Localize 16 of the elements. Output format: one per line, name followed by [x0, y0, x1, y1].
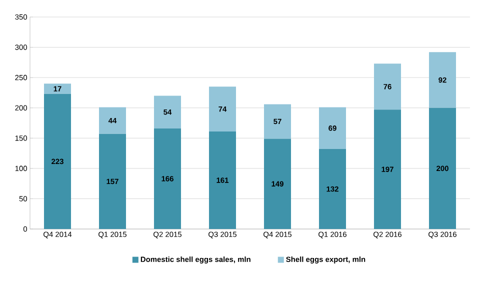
bar — [99, 134, 126, 229]
bar — [428, 52, 456, 108]
bar — [374, 64, 401, 110]
bar — [428, 108, 456, 229]
bar — [208, 131, 236, 229]
bar — [374, 110, 401, 229]
bar — [208, 86, 236, 132]
bar — [264, 138, 291, 229]
bar — [318, 107, 346, 150]
bar — [44, 94, 71, 229]
bar — [318, 149, 346, 229]
bar — [154, 128, 181, 229]
bar — [44, 84, 71, 94]
bar — [99, 107, 126, 134]
bar — [264, 104, 291, 139]
bar — [154, 96, 181, 128]
